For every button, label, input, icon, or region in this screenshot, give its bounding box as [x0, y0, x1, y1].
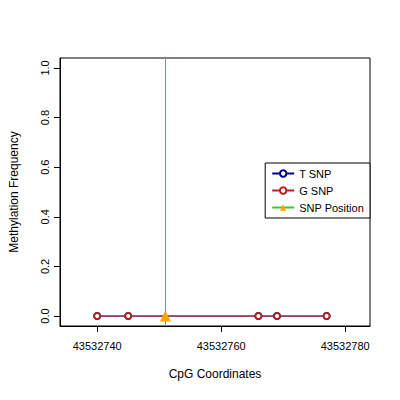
svg-text:43532740: 43532740	[73, 340, 122, 352]
svg-text:0.0: 0.0	[39, 308, 51, 323]
svg-text:Methylation Frequency: Methylation Frequency	[7, 131, 21, 252]
svg-text:CpG Coordinates: CpG Coordinates	[169, 367, 262, 381]
svg-text:0.8: 0.8	[39, 110, 51, 125]
svg-text:SNP Position: SNP Position	[299, 202, 364, 214]
svg-text:43532780: 43532780	[321, 340, 370, 352]
svg-text:G SNP: G SNP	[299, 185, 333, 197]
svg-text:T SNP: T SNP	[299, 168, 331, 180]
svg-text:0.4: 0.4	[39, 209, 51, 224]
svg-text:43532760: 43532760	[197, 340, 246, 352]
svg-text:0.2: 0.2	[39, 259, 51, 274]
svg-text:1.0: 1.0	[39, 60, 51, 75]
svg-text:0.6: 0.6	[39, 160, 51, 175]
